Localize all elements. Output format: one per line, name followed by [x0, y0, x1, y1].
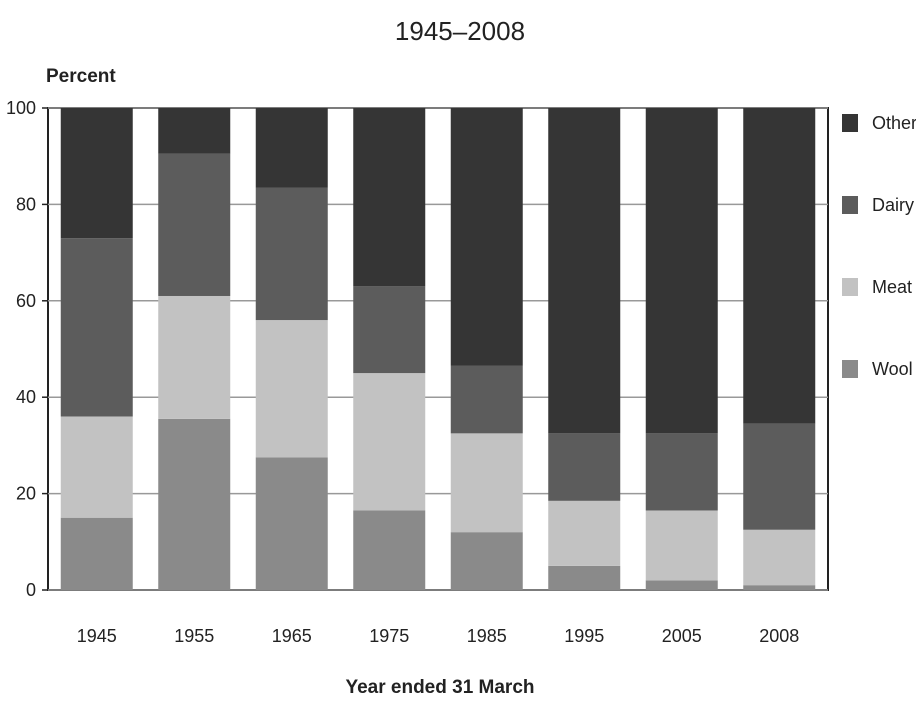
bar-1985-wool: [450, 532, 523, 590]
legend-swatch-meat: [842, 278, 858, 296]
bar-1975-meat: [353, 373, 426, 511]
chart-title: 1945–2008: [395, 16, 525, 46]
x-tick-label-1955: 1955: [174, 626, 214, 646]
legend-swatch-dairy: [842, 196, 858, 214]
bar-1995-dairy: [548, 433, 621, 501]
bar-2005-meat: [645, 510, 718, 581]
x-tick-label-2008: 2008: [759, 626, 799, 646]
bar-1975-dairy: [353, 286, 426, 374]
bar-1995-wool: [548, 565, 621, 590]
bar-1945-dairy: [60, 238, 133, 417]
legend-label-wool: Wool: [872, 359, 913, 379]
legend-swatch-wool: [842, 360, 858, 378]
bar-2008-other: [743, 108, 816, 424]
bar-1955-wool: [158, 418, 231, 590]
bar-1965-wool: [255, 457, 328, 590]
legend-label-dairy: Dairy: [872, 195, 914, 215]
legend-label-other: Other: [872, 113, 916, 133]
y-axis-ticks: 0 20 40 60 80 100: [6, 98, 48, 600]
bar-2005-other: [645, 108, 718, 434]
bar-2005-dairy: [645, 433, 718, 511]
bar-1995-other: [548, 108, 621, 434]
bar-1985-dairy: [450, 365, 523, 434]
bar-2008-meat: [743, 529, 816, 586]
x-tick-label-1995: 1995: [564, 626, 604, 646]
bar-1965-meat: [255, 320, 328, 458]
y-axis-label: Percent: [46, 66, 116, 87]
y-tick-label-60: 60: [16, 291, 36, 311]
x-tick-label-1975: 1975: [369, 626, 409, 646]
bar-1975-wool: [353, 510, 426, 590]
bar-1945-wool: [60, 517, 133, 590]
x-tick-label-1945: 1945: [77, 626, 117, 646]
bars: [60, 108, 816, 590]
y-tick-label-20: 20: [16, 484, 36, 504]
bar-2005-wool: [645, 580, 718, 590]
legend: Other Dairy Meat Wool: [842, 113, 916, 379]
bar-1945-meat: [60, 416, 133, 518]
bar-1955-meat: [158, 295, 231, 419]
x-axis-ticks: 1945 1955 1965 1975 1985 1995 2005 2008: [77, 626, 800, 646]
bar-1985-meat: [450, 433, 523, 533]
bar-1975-other: [353, 108, 426, 287]
y-tick-label-40: 40: [16, 387, 36, 407]
bar-2008-wool: [743, 585, 816, 590]
legend-swatch-other: [842, 114, 858, 132]
bar-1965-dairy: [255, 187, 328, 321]
bar-1955-dairy: [158, 153, 231, 296]
bar-2008-dairy: [743, 423, 816, 530]
y-tick-label-0: 0: [26, 580, 36, 600]
bar-1955-other: [158, 108, 231, 154]
y-tick-label-80: 80: [16, 194, 36, 214]
y-tick-label-100: 100: [6, 98, 36, 118]
bar-1995-meat: [548, 500, 621, 566]
legend-label-meat: Meat: [872, 277, 912, 297]
bar-1965-other: [255, 108, 328, 188]
x-axis-label: Year ended 31 March: [345, 677, 534, 698]
bar-1945-other: [60, 108, 133, 239]
x-tick-label-1965: 1965: [272, 626, 312, 646]
x-tick-label-2005: 2005: [662, 626, 702, 646]
x-tick-label-1985: 1985: [467, 626, 507, 646]
bar-1985-other: [450, 108, 523, 366]
